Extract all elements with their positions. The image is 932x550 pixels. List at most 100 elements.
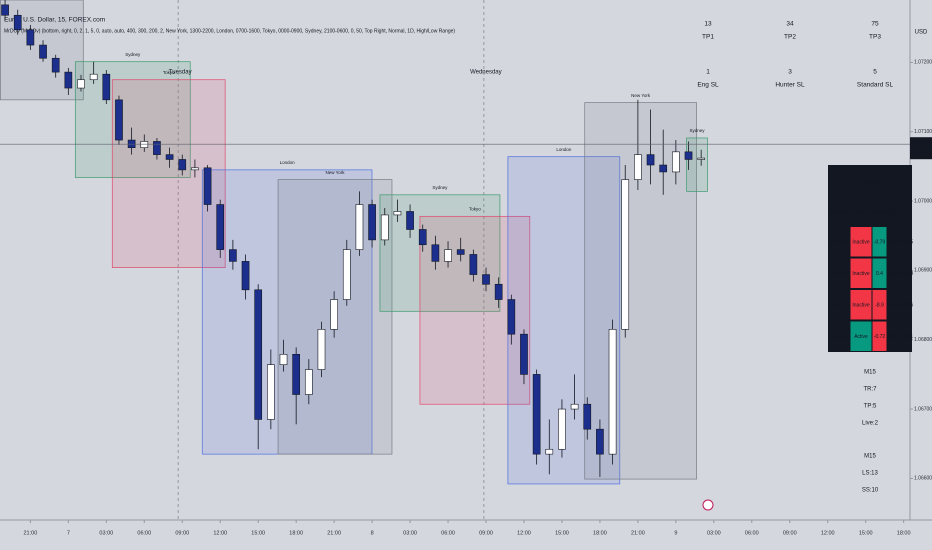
table-cell	[850, 321, 872, 351]
target-count: 75	[871, 21, 879, 28]
session-label: Tokyo	[163, 70, 175, 75]
candle-body	[330, 299, 338, 330]
candle-body	[165, 154, 174, 160]
target-label: Eng SL	[697, 82, 719, 89]
candle-body	[596, 428, 604, 455]
y-tick-label: 1.06900	[914, 268, 932, 274]
candle-body	[1, 4, 9, 16]
session-label: London	[556, 147, 572, 152]
indicator: MrDOv (MrDOv) (bottom, right, 0, 2, 1, 5…	[4, 28, 455, 34]
candle-body	[216, 204, 225, 250]
y-tick-label: 1.06800	[914, 337, 932, 343]
event-marker[interactable]	[702, 499, 714, 511]
table-cell-text: -0.79	[874, 239, 886, 245]
x-tick-label: 8	[371, 530, 374, 536]
x-tick-label: 03:00	[403, 530, 417, 536]
candle-body	[203, 167, 212, 205]
candle-body	[393, 211, 402, 216]
target-count: 3	[788, 69, 792, 76]
target-count: 1	[706, 69, 710, 76]
x-tick-label: 09:00	[783, 530, 797, 536]
x-tick-label: 12:00	[213, 530, 227, 536]
symbol: Euro / U.S. Dollar, 15, FOREX.com	[4, 17, 105, 24]
y-tick-label: 1.07200	[914, 60, 932, 66]
y-tick-label: 1.07000	[914, 198, 932, 204]
table-header: Volume	[884, 210, 902, 216]
table-header: Trend	[872, 210, 886, 216]
candle-body	[292, 353, 301, 395]
target-count: 5	[873, 69, 877, 76]
candle-body	[532, 374, 541, 455]
table-cell-text: 0.0009	[898, 271, 914, 277]
candle-body	[469, 254, 478, 275]
candle-body	[418, 229, 427, 246]
candle-body	[229, 249, 237, 262]
x-tick-label: 18:00	[289, 530, 303, 536]
session-label: Tokyo	[469, 207, 481, 212]
candle-body	[317, 329, 326, 370]
x-tick-label: 21:00	[327, 530, 341, 536]
x-tick-label: 15:00	[859, 530, 873, 536]
x-tick-label: 06:00	[441, 530, 455, 536]
target-label: Hunter SL	[775, 82, 805, 89]
candle-body	[26, 29, 35, 46]
x-tick-label: 12:00	[517, 530, 531, 536]
session-label: Sydney	[690, 128, 706, 133]
session-label: New York	[326, 170, 346, 175]
x-tick-label: 21:00	[631, 530, 645, 536]
table-title: MrDOv	[861, 179, 879, 185]
table-cell-text: Tokyo	[832, 302, 845, 308]
y-tick-label: 1.06600	[914, 476, 932, 482]
stat: LS:13	[862, 471, 878, 477]
x-tick-label: 09:00	[479, 530, 493, 536]
candle-body	[659, 164, 668, 173]
table-cell-text: Sydney	[831, 334, 848, 340]
table-cell-text: London	[831, 271, 848, 277]
countdown: 12:43	[912, 150, 925, 156]
candle-body	[520, 333, 528, 375]
stat: SS:10	[862, 488, 879, 494]
x-tick-label: 9	[674, 530, 677, 536]
target-count: 34	[786, 21, 794, 28]
x-tick-label: 7	[67, 530, 70, 536]
table-cell-text: Inactive	[852, 302, 869, 308]
candle-body	[254, 289, 263, 420]
candle-body	[279, 353, 288, 365]
table-cell-text: -0.72	[874, 334, 886, 340]
candle-body	[127, 139, 136, 148]
candle-body	[431, 244, 440, 262]
stat: M15	[864, 454, 876, 460]
x-tick-label: 15:00	[555, 530, 569, 536]
table-header: Session	[829, 210, 849, 216]
candle-body	[380, 214, 389, 241]
table-cell-text: NaN	[888, 271, 898, 277]
candle-body	[570, 403, 579, 410]
table-cell-text: NaN	[888, 239, 898, 245]
table-cell-text: 0.0015	[898, 239, 914, 245]
candle-body	[368, 204, 376, 241]
candle-body	[634, 154, 642, 180]
table-cell-text: Inactive	[852, 239, 869, 245]
x-tick-label: 06:00	[137, 530, 151, 536]
candle-body	[153, 141, 161, 155]
candle-body	[583, 403, 592, 430]
candle-body	[102, 73, 111, 101]
candle-body	[355, 204, 364, 250]
session-box	[201, 169, 373, 455]
y-tick-label: 1.07100	[914, 129, 932, 135]
target-label: TP1	[702, 34, 714, 41]
x-tick-label: 21:00	[23, 530, 37, 536]
stat: Live:2	[862, 421, 879, 427]
x-tick-label: 15:00	[251, 530, 265, 536]
candle-body	[507, 299, 516, 335]
candle-body	[494, 283, 503, 300]
table-cell	[850, 258, 872, 288]
candle-body	[621, 179, 630, 330]
candle-body	[672, 151, 680, 173]
candle-body	[342, 249, 351, 300]
candle-body	[558, 408, 566, 450]
table-cell-text: NaN	[888, 334, 898, 340]
